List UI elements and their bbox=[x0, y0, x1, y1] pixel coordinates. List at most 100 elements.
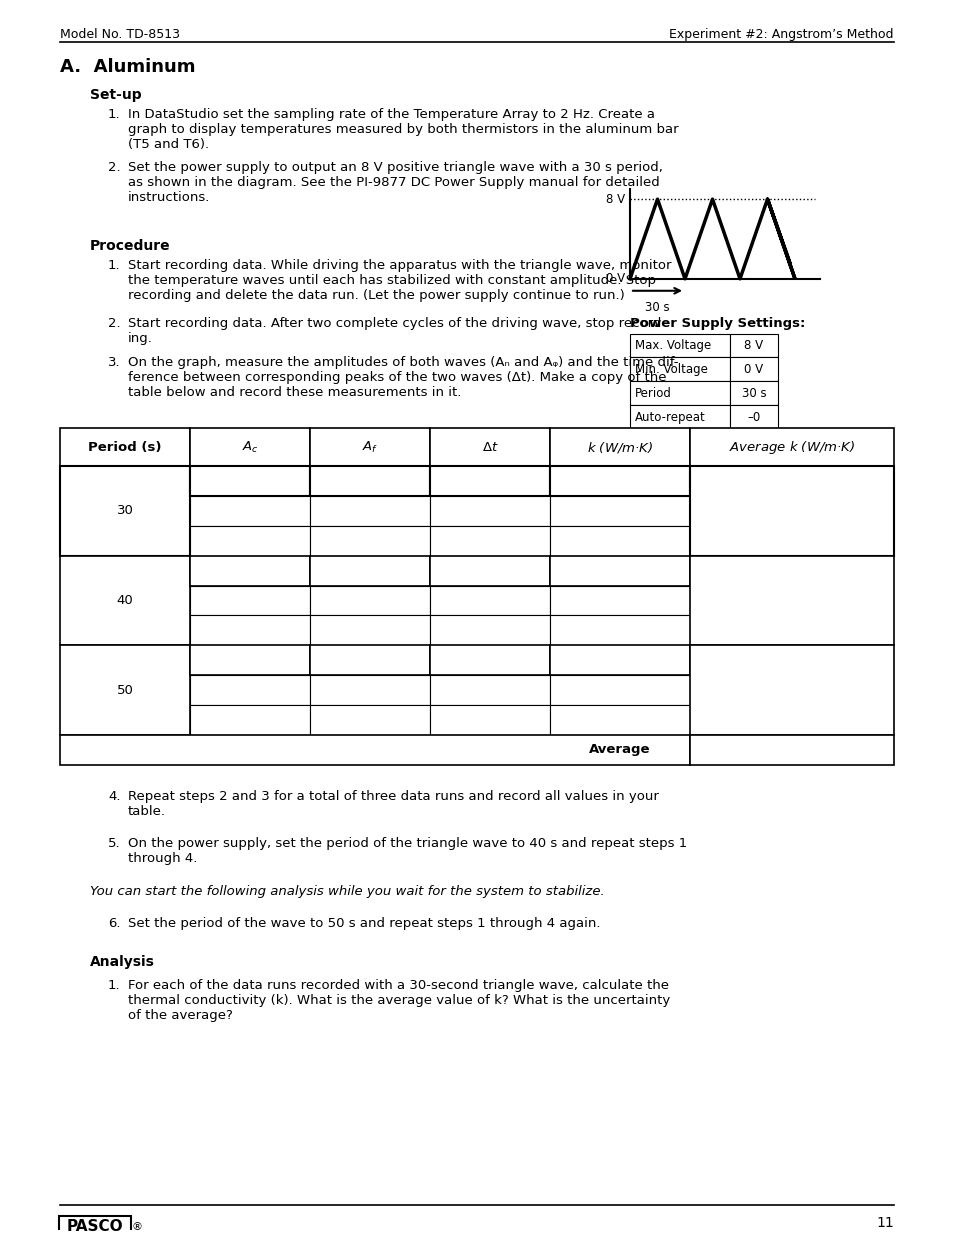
FancyBboxPatch shape bbox=[629, 333, 729, 357]
FancyBboxPatch shape bbox=[430, 585, 550, 615]
FancyBboxPatch shape bbox=[60, 429, 190, 466]
Text: Analysis: Analysis bbox=[90, 955, 154, 969]
Text: Min. Voltage: Min. Voltage bbox=[635, 363, 707, 375]
Text: Average: Average bbox=[589, 743, 650, 756]
FancyBboxPatch shape bbox=[430, 429, 550, 466]
FancyBboxPatch shape bbox=[729, 405, 778, 430]
FancyBboxPatch shape bbox=[430, 645, 550, 676]
FancyBboxPatch shape bbox=[430, 615, 550, 645]
FancyBboxPatch shape bbox=[190, 556, 310, 585]
FancyBboxPatch shape bbox=[689, 645, 893, 735]
FancyBboxPatch shape bbox=[310, 526, 430, 556]
Text: 0 V: 0 V bbox=[743, 363, 762, 375]
FancyBboxPatch shape bbox=[430, 556, 550, 585]
FancyBboxPatch shape bbox=[190, 429, 310, 466]
Text: Start recording data. After two complete cycles of the driving wave, stop record: Start recording data. After two complete… bbox=[128, 316, 665, 345]
FancyBboxPatch shape bbox=[550, 645, 689, 676]
Text: 6.: 6. bbox=[108, 918, 120, 930]
Text: Average $k$ (W/m·K): Average $k$ (W/m·K) bbox=[728, 438, 854, 456]
FancyBboxPatch shape bbox=[629, 382, 729, 405]
FancyBboxPatch shape bbox=[310, 466, 430, 496]
Text: On the graph, measure the amplitudes of both waves (Aₙ and Aᵩ) and the time dif-: On the graph, measure the amplitudes of … bbox=[128, 357, 678, 399]
Text: 8 V: 8 V bbox=[605, 193, 624, 206]
Text: $A_c$: $A_c$ bbox=[241, 440, 258, 454]
Text: PASCO: PASCO bbox=[67, 1219, 123, 1234]
Text: 0 V: 0 V bbox=[605, 273, 624, 285]
FancyBboxPatch shape bbox=[190, 645, 310, 676]
Text: Power Supply Settings:: Power Supply Settings: bbox=[629, 316, 804, 330]
FancyBboxPatch shape bbox=[729, 382, 778, 405]
FancyBboxPatch shape bbox=[310, 556, 430, 585]
FancyBboxPatch shape bbox=[310, 615, 430, 645]
Text: Set-up: Set-up bbox=[90, 88, 141, 101]
FancyBboxPatch shape bbox=[629, 357, 729, 382]
Text: A.  Aluminum: A. Aluminum bbox=[60, 58, 195, 75]
FancyBboxPatch shape bbox=[430, 705, 550, 735]
FancyBboxPatch shape bbox=[310, 496, 430, 526]
FancyBboxPatch shape bbox=[550, 705, 689, 735]
Text: 1.: 1. bbox=[108, 979, 120, 992]
FancyBboxPatch shape bbox=[689, 556, 893, 645]
Text: 40: 40 bbox=[116, 594, 133, 606]
FancyBboxPatch shape bbox=[310, 676, 430, 705]
Text: 5.: 5. bbox=[108, 837, 120, 851]
Text: Procedure: Procedure bbox=[90, 240, 171, 253]
FancyBboxPatch shape bbox=[190, 615, 310, 645]
Text: Set the period of the wave to 50 s and repeat steps 1 through 4 again.: Set the period of the wave to 50 s and r… bbox=[128, 918, 599, 930]
FancyBboxPatch shape bbox=[430, 676, 550, 705]
FancyBboxPatch shape bbox=[310, 645, 430, 676]
FancyBboxPatch shape bbox=[550, 676, 689, 705]
FancyBboxPatch shape bbox=[629, 405, 729, 430]
FancyBboxPatch shape bbox=[689, 466, 893, 556]
FancyBboxPatch shape bbox=[430, 526, 550, 556]
FancyBboxPatch shape bbox=[190, 705, 310, 735]
Text: Repeat steps 2 and 3 for a total of three data runs and record all values in you: Repeat steps 2 and 3 for a total of thre… bbox=[128, 789, 659, 818]
FancyBboxPatch shape bbox=[430, 466, 550, 496]
Text: $k$ (W/m·K): $k$ (W/m·K) bbox=[586, 440, 653, 454]
Text: 8 V: 8 V bbox=[743, 340, 762, 352]
FancyBboxPatch shape bbox=[729, 333, 778, 357]
FancyBboxPatch shape bbox=[729, 357, 778, 382]
FancyBboxPatch shape bbox=[60, 556, 190, 645]
FancyBboxPatch shape bbox=[430, 496, 550, 526]
FancyBboxPatch shape bbox=[310, 585, 430, 615]
FancyBboxPatch shape bbox=[60, 735, 689, 764]
Text: 11: 11 bbox=[876, 1215, 893, 1230]
Text: 1.: 1. bbox=[108, 107, 120, 121]
Text: Max. Voltage: Max. Voltage bbox=[635, 340, 711, 352]
Text: Model No. TD-8513: Model No. TD-8513 bbox=[60, 28, 180, 41]
Text: 2.: 2. bbox=[108, 162, 120, 174]
Text: 2.: 2. bbox=[108, 316, 120, 330]
Text: $A_f$: $A_f$ bbox=[361, 440, 377, 454]
Text: In DataStudio set the sampling rate of the Temperature Array to 2 Hz. Create a
g: In DataStudio set the sampling rate of t… bbox=[128, 107, 678, 151]
FancyBboxPatch shape bbox=[550, 496, 689, 526]
Text: Period (s): Period (s) bbox=[89, 441, 162, 453]
FancyBboxPatch shape bbox=[60, 645, 190, 735]
Text: Period: Period bbox=[635, 387, 671, 400]
FancyBboxPatch shape bbox=[190, 466, 310, 496]
Text: 3.: 3. bbox=[108, 357, 120, 369]
FancyBboxPatch shape bbox=[190, 526, 310, 556]
Text: ®: ® bbox=[132, 1221, 143, 1231]
Text: $\Delta t$: $\Delta t$ bbox=[481, 441, 497, 453]
FancyBboxPatch shape bbox=[550, 526, 689, 556]
Text: –0: –0 bbox=[746, 411, 760, 424]
Text: Set the power supply to output an 8 V positive triangle wave with a 30 s period,: Set the power supply to output an 8 V po… bbox=[128, 162, 662, 204]
FancyBboxPatch shape bbox=[59, 1216, 131, 1235]
Text: Start recording data. While driving the apparatus with the triangle wave, monito: Start recording data. While driving the … bbox=[128, 259, 671, 301]
FancyBboxPatch shape bbox=[310, 705, 430, 735]
FancyBboxPatch shape bbox=[190, 676, 310, 705]
Text: Auto-repeat: Auto-repeat bbox=[635, 411, 705, 424]
Text: On the power supply, set the period of the triangle wave to 40 s and repeat step: On the power supply, set the period of t… bbox=[128, 837, 686, 866]
FancyBboxPatch shape bbox=[689, 429, 893, 466]
FancyBboxPatch shape bbox=[190, 585, 310, 615]
FancyBboxPatch shape bbox=[310, 429, 430, 466]
Text: 30 s: 30 s bbox=[644, 301, 669, 314]
FancyBboxPatch shape bbox=[550, 466, 689, 496]
FancyBboxPatch shape bbox=[550, 429, 689, 466]
Text: 30: 30 bbox=[116, 504, 133, 517]
Text: 1.: 1. bbox=[108, 259, 120, 272]
FancyBboxPatch shape bbox=[689, 735, 893, 764]
FancyBboxPatch shape bbox=[190, 496, 310, 526]
FancyBboxPatch shape bbox=[60, 466, 190, 556]
